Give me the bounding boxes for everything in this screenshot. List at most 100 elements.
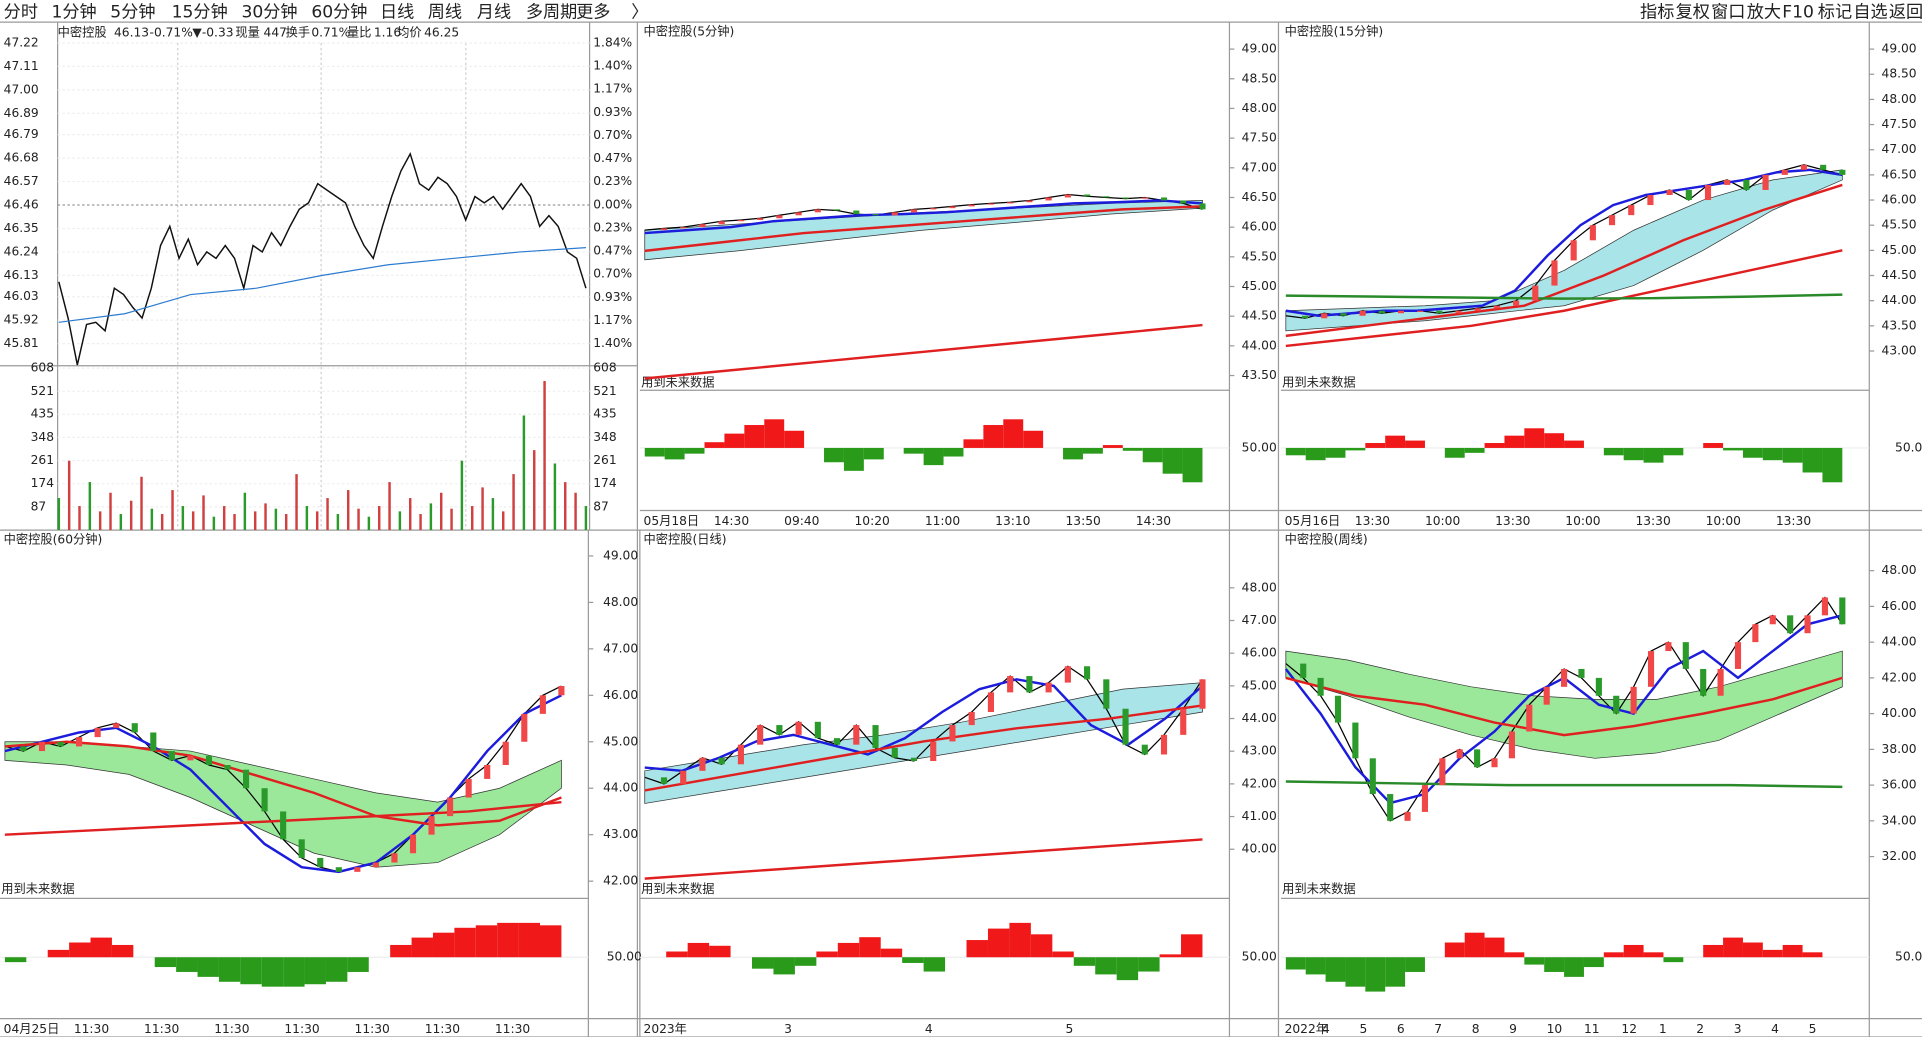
osc-bar: [304, 957, 326, 985]
osc-bar: [987, 928, 1010, 958]
osc-tick-label: 50.00: [1242, 440, 1277, 454]
time-axis-label: 5: [1359, 1022, 1367, 1036]
candle: [1045, 682, 1052, 693]
quote-ratio: 1.16: [374, 26, 401, 40]
tool-button[interactable]: F10: [1782, 2, 1814, 22]
price-tick-label: 42.00: [1242, 776, 1277, 790]
tool-button[interactable]: 返回: [1889, 2, 1922, 22]
period-tab[interactable]: 30分钟: [241, 2, 297, 22]
osc-bar: [1703, 944, 1724, 958]
candle: [834, 738, 841, 745]
candle: [699, 224, 706, 228]
tool-button[interactable]: 放大: [1747, 2, 1781, 22]
time-axis-label: 10: [1547, 1022, 1563, 1036]
tool-button[interactable]: 标记: [1818, 2, 1852, 22]
osc-bar: [1524, 957, 1545, 965]
candle: [1064, 194, 1071, 198]
osc-bar: [684, 447, 705, 454]
period-tab[interactable]: 5分钟: [110, 2, 155, 22]
candle: [1704, 184, 1712, 201]
osc-bar: [1802, 447, 1823, 473]
osc-bar: [218, 957, 241, 982]
tool-button[interactable]: 指标: [1640, 2, 1674, 22]
tool-button[interactable]: 复权: [1676, 2, 1710, 22]
candle: [1026, 676, 1033, 693]
ma-line: [1285, 168, 1843, 317]
osc-bar: [390, 944, 412, 958]
time-axis-label: 14:30: [1136, 514, 1171, 528]
time-axis-label: 14:30: [714, 514, 749, 528]
period-tab[interactable]: 日线: [380, 2, 414, 22]
osc-bar: [1325, 957, 1346, 982]
candle: [1321, 313, 1328, 319]
candle: [1387, 794, 1394, 821]
time-axis-label: 11:30: [495, 1022, 530, 1036]
tool-button[interactable]: 自选: [1853, 2, 1887, 22]
candle: [1340, 313, 1347, 316]
quote-price: 46.13: [114, 26, 149, 40]
osc-bar: [1182, 447, 1203, 483]
time-axis-label: 13:50: [1065, 514, 1100, 528]
osc-bar: [1305, 447, 1326, 461]
ma-line: [644, 678, 1204, 773]
panel-title: 中密控股(周线): [1285, 531, 1368, 546]
volume-tick-label: 435: [593, 407, 616, 421]
candle: [1359, 310, 1366, 316]
price-tick-label: 43.00: [1242, 744, 1277, 758]
period-tab[interactable]: 15分钟: [172, 2, 228, 22]
period-tab[interactable]: 更多: [576, 2, 610, 22]
price-tick-label: 46.50: [1242, 190, 1277, 204]
price-tick-label: 46.57: [4, 174, 39, 188]
period-tab[interactable]: 月线: [477, 2, 511, 22]
tool-button[interactable]: 窗口: [1711, 2, 1745, 22]
candle: [795, 721, 802, 735]
volume-tick-label: 348: [593, 430, 616, 444]
candle: [1551, 260, 1558, 286]
osc-bar: [863, 447, 884, 460]
candle: [1301, 315, 1309, 319]
osc-bar: [902, 957, 924, 963]
pct-tick-label: 1.17%: [593, 82, 632, 96]
candle: [1199, 203, 1206, 210]
osc-bar: [764, 419, 785, 448]
panel-title: 中密控股(日线): [644, 531, 727, 546]
osc-bar: [1663, 447, 1684, 456]
osc-bar: [816, 951, 838, 958]
volume-tick-label: 87: [31, 499, 47, 513]
price-tick-label: 45.00: [603, 734, 638, 748]
osc-bar: [1052, 951, 1074, 958]
price-tick-label: 48.00: [1242, 101, 1277, 115]
candle: [910, 757, 918, 762]
candle: [1122, 197, 1129, 199]
price-tick-label: 44.00: [1242, 338, 1277, 352]
avg-line: [58, 247, 586, 323]
osc-bar: [1073, 957, 1096, 966]
quote-ratio-label: 量比: [347, 26, 371, 40]
osc-bar: [1564, 440, 1584, 448]
future-data-note: 用到未来数据: [1, 881, 74, 896]
osc-bar: [1822, 447, 1843, 483]
period-tab[interactable]: 多周期: [526, 2, 577, 22]
candle: [1839, 169, 1846, 175]
candle: [1026, 200, 1033, 203]
price-tick-label: 40.00: [1242, 842, 1277, 856]
candle: [280, 811, 287, 840]
osc-bar: [687, 942, 710, 958]
price-tick-label: 49.00: [1242, 42, 1277, 56]
osc-bar: [1102, 445, 1123, 448]
period-tab[interactable]: 周线: [428, 2, 462, 22]
ma-line: [644, 323, 1203, 380]
osc-bar: [1723, 937, 1743, 958]
period-tab[interactable]: 60分钟: [311, 2, 367, 22]
period-tab[interactable]: 分时: [4, 2, 38, 22]
candle: [1630, 686, 1637, 714]
candle: [1595, 677, 1602, 696]
volume-tick-label: 521: [31, 384, 54, 398]
ma-line: [644, 665, 1203, 785]
osc-bar: [1504, 435, 1525, 448]
candle: [872, 725, 879, 748]
more-arrow[interactable]: 〉: [631, 2, 648, 22]
period-tab[interactable]: 1分钟: [51, 2, 96, 22]
candle: [853, 210, 860, 215]
candle: [1717, 668, 1724, 696]
